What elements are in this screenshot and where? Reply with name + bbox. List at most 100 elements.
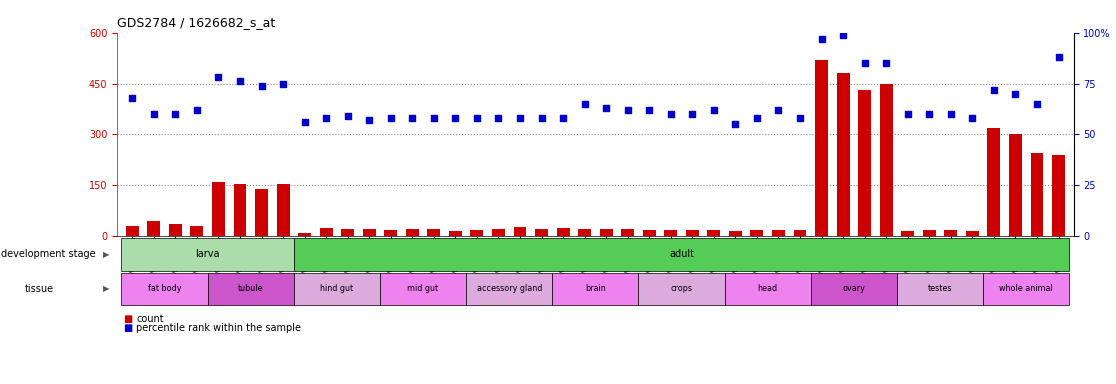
Bar <box>879 84 893 236</box>
Point <box>210 74 228 81</box>
Bar <box>858 90 872 236</box>
Bar <box>643 230 656 236</box>
Bar <box>578 229 591 236</box>
Point <box>812 36 830 42</box>
Bar <box>664 230 677 236</box>
Text: ovary: ovary <box>843 285 865 293</box>
Bar <box>622 229 634 236</box>
Point <box>791 115 809 121</box>
Text: accessory gland: accessory gland <box>477 285 542 293</box>
Point <box>317 115 335 121</box>
Point <box>942 111 960 117</box>
Point <box>231 78 249 84</box>
Point <box>727 121 744 127</box>
Point <box>683 111 701 117</box>
Text: tissue: tissue <box>25 284 54 294</box>
Point <box>511 115 529 121</box>
Bar <box>233 184 247 236</box>
Point <box>403 115 421 121</box>
Bar <box>492 229 504 236</box>
Text: crops: crops <box>671 285 693 293</box>
Bar <box>384 230 397 236</box>
Bar <box>191 226 203 236</box>
Point <box>360 117 378 123</box>
Point <box>748 115 766 121</box>
Bar <box>965 231 979 236</box>
Point <box>490 115 508 121</box>
Bar <box>988 127 1000 236</box>
Point <box>555 115 573 121</box>
Bar <box>535 229 548 236</box>
Point <box>618 107 636 113</box>
Bar <box>449 231 462 236</box>
Point <box>705 107 723 113</box>
Point <box>834 31 852 38</box>
Text: hind gut: hind gut <box>320 285 354 293</box>
Text: fat body: fat body <box>147 285 181 293</box>
Text: head: head <box>758 285 778 293</box>
Bar <box>471 230 483 236</box>
Point <box>1007 91 1024 97</box>
Text: GDS2784 / 1626682_s_at: GDS2784 / 1626682_s_at <box>117 16 276 29</box>
Bar <box>837 73 849 236</box>
Bar <box>686 230 699 236</box>
Point <box>963 115 981 121</box>
Text: tubule: tubule <box>238 285 263 293</box>
Text: brain: brain <box>585 285 606 293</box>
Bar <box>793 230 807 236</box>
Text: larva: larva <box>195 249 220 260</box>
Text: ■: ■ <box>123 323 132 333</box>
Bar <box>902 231 914 236</box>
Bar <box>298 233 311 236</box>
Text: mid gut: mid gut <box>407 285 439 293</box>
Point <box>770 107 788 113</box>
Point <box>425 115 443 121</box>
Text: count: count <box>136 314 164 324</box>
Bar <box>169 224 182 236</box>
Text: development stage: development stage <box>1 249 96 260</box>
Point <box>187 107 205 113</box>
Point <box>468 115 485 121</box>
Bar <box>427 229 441 236</box>
Bar <box>319 228 333 236</box>
Point <box>382 115 400 121</box>
Bar <box>1030 153 1043 236</box>
Bar <box>750 230 763 236</box>
Bar <box>363 229 376 236</box>
Point <box>166 111 184 117</box>
Text: ■: ■ <box>123 314 132 324</box>
Bar <box>729 231 742 236</box>
Bar <box>147 221 161 236</box>
Point <box>898 111 916 117</box>
Text: whole animal: whole animal <box>999 285 1054 293</box>
Point <box>576 101 594 107</box>
Point <box>275 81 292 87</box>
Bar <box>513 227 527 236</box>
Bar <box>708 230 720 236</box>
Bar <box>1009 134 1022 236</box>
Point <box>985 86 1003 93</box>
Bar <box>406 229 418 236</box>
Point <box>641 107 658 113</box>
Point <box>856 60 874 66</box>
Point <box>252 83 270 89</box>
Bar <box>126 226 138 236</box>
Point <box>296 119 314 125</box>
Bar <box>815 60 828 236</box>
Text: adult: adult <box>670 249 694 260</box>
Bar <box>772 230 785 236</box>
Bar <box>1052 155 1065 236</box>
Bar <box>557 228 569 236</box>
Point <box>662 111 680 117</box>
Text: ▶: ▶ <box>103 250 109 259</box>
Bar <box>212 182 225 236</box>
Text: ▶: ▶ <box>103 285 109 293</box>
Point <box>339 113 357 119</box>
Bar <box>341 229 354 236</box>
Bar <box>923 230 935 236</box>
Point <box>124 95 142 101</box>
Bar <box>944 230 958 236</box>
Bar <box>599 229 613 236</box>
Bar <box>277 184 289 236</box>
Bar <box>256 189 268 236</box>
